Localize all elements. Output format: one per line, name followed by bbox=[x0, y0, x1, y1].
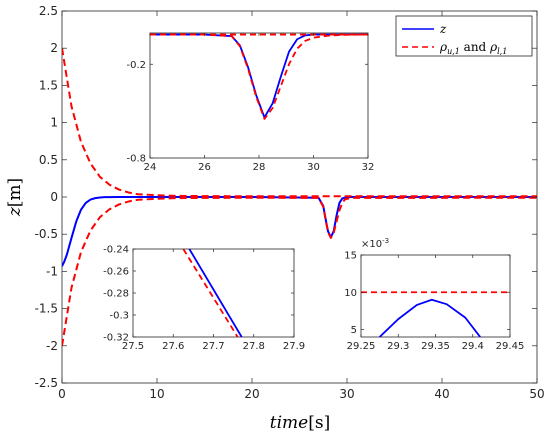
inset-br-xtick-label: 29.3 bbox=[387, 341, 409, 352]
main-ytick-label: -2 bbox=[46, 339, 58, 353]
main-xtick-label: 0 bbox=[58, 387, 66, 401]
main-xtick-label: 50 bbox=[529, 387, 544, 401]
inset-top-ytick-label: -0.2 bbox=[126, 60, 146, 71]
inset-bl-ytick-label: -0.32 bbox=[103, 333, 129, 344]
inset-bl-xtick-label: 27.6 bbox=[162, 341, 184, 352]
inset-br-xtick-label: 29.35 bbox=[421, 341, 450, 352]
legend-box bbox=[395, 15, 533, 57]
main-ytick-label: 0 bbox=[50, 190, 58, 204]
main-ytick-label: -0.5 bbox=[35, 227, 58, 241]
y-axis-label-main: z bbox=[5, 206, 25, 217]
inset-br-series-0 bbox=[378, 298, 481, 337]
inset-br-ytick-label: 15 bbox=[344, 251, 357, 262]
main-ytick-label: 2.5 bbox=[39, 4, 58, 18]
main-xtick-label: 10 bbox=[149, 387, 164, 401]
y-axis-label-unit: [m] bbox=[5, 178, 25, 207]
inset-top: 24 26 28 30 32 -0.2 -0.8 bbox=[126, 32, 375, 173]
y-axis-label: z[m] bbox=[5, 178, 25, 217]
inset-br-plot-area bbox=[360, 254, 511, 338]
x-axis-label-main: time bbox=[270, 413, 308, 433]
inset-bl-ytick-label: -0.26 bbox=[103, 267, 129, 278]
main-ytick-label: 1 bbox=[50, 116, 58, 130]
main-ytick-label: -1.5 bbox=[35, 302, 58, 316]
inset-top-plot-area bbox=[149, 32, 369, 159]
inset-bottom-left: 27.5 27.6 27.7 27.8 27.9 -0.24 -0.26 -0.28 -0.3 -… bbox=[103, 245, 305, 353]
inset-br-xtick-label: 29.25 bbox=[347, 341, 376, 352]
legend-label-z: z bbox=[439, 22, 447, 36]
inset-bl-ytick-label: -0.3 bbox=[109, 311, 129, 322]
inset-br-xtick-label: 29.45 bbox=[496, 341, 525, 352]
inset-top-ytick-label: -0.8 bbox=[126, 154, 146, 165]
main-series-2 bbox=[62, 196, 537, 346]
main-series-1 bbox=[62, 48, 537, 198]
inset-top-xtick-label: 30 bbox=[307, 162, 320, 173]
main-xtick-label: 30 bbox=[339, 387, 354, 401]
inset-bl-ytick-label: -0.24 bbox=[103, 245, 129, 256]
legend: z ρu,1 and ρl,1 bbox=[395, 15, 533, 57]
inset-br-xtick-label: 29.4 bbox=[462, 341, 484, 352]
main-ytick-label: 1.5 bbox=[39, 78, 58, 92]
inset-top-xtick-label: 24 bbox=[144, 162, 157, 173]
main-ytick-label: -1 bbox=[46, 264, 58, 278]
inset-bottom-right: 29.25 29.3 29.35 29.4 29.45 5 10 15 ×10-3 bbox=[344, 237, 524, 352]
inset-bl-xtick-label: 27.8 bbox=[243, 341, 265, 352]
main-ytick-label: 0.5 bbox=[39, 153, 58, 167]
inset-bl-xtick-label: 27.5 bbox=[122, 341, 144, 352]
inset-top-xtick-label: 28 bbox=[253, 162, 266, 173]
inset-bl-series-1 bbox=[182, 249, 239, 337]
x-axis-label: time[s] bbox=[270, 413, 330, 433]
x-axis-label-unit: [s] bbox=[308, 413, 330, 433]
main-series-0 bbox=[62, 196, 537, 267]
inset-bl-xtick-label: 27.9 bbox=[283, 341, 305, 352]
inset-bl-ytick-label: -0.28 bbox=[103, 289, 129, 300]
main-xtick-label: 20 bbox=[244, 387, 259, 401]
inset-br-ytick-label: 5 bbox=[351, 325, 357, 336]
main-xtick-label: 40 bbox=[434, 387, 449, 401]
inset-top-xtick-label: 32 bbox=[362, 162, 375, 173]
inset-bl-xtick-label: 27.7 bbox=[202, 341, 224, 352]
legend-label-bounds: ρu,1 and ρl,1 bbox=[439, 40, 507, 56]
main-ytick-label: -2.5 bbox=[35, 376, 58, 390]
inset-br-ytick-label: 10 bbox=[344, 288, 357, 299]
main-ytick-label: 2 bbox=[50, 41, 58, 55]
inset-bl-series-0 bbox=[188, 249, 243, 337]
inset-bl-plot-area bbox=[132, 248, 295, 338]
inset-br-exponent: ×10-3 bbox=[361, 237, 389, 250]
inset-top-xtick-label: 26 bbox=[198, 162, 211, 173]
